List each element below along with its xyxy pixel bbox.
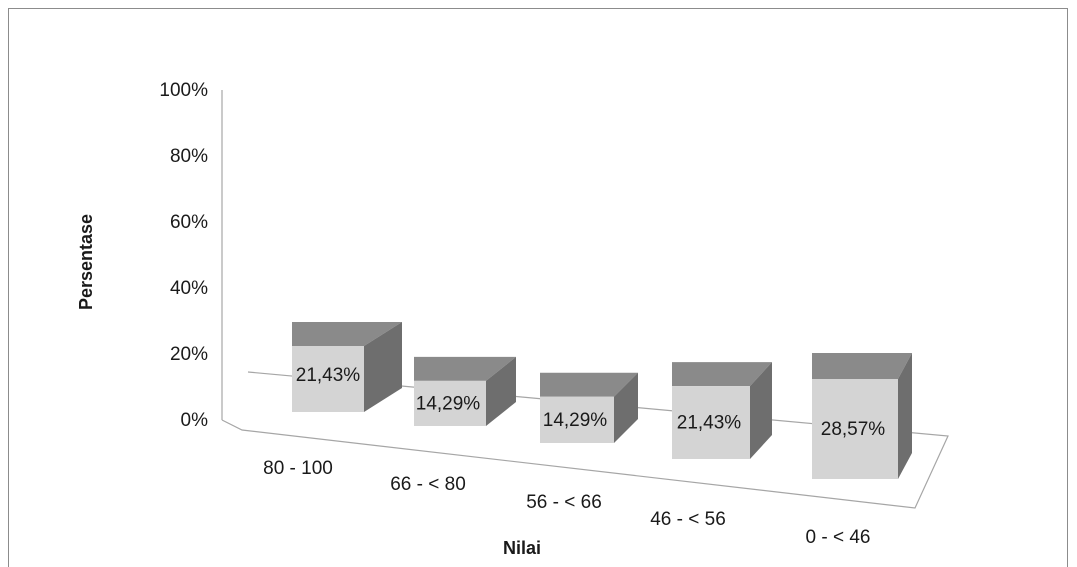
bar: 14,29% — [540, 372, 638, 443]
bar-top-face — [414, 356, 516, 381]
bar-side-face — [614, 372, 638, 443]
bar-data-label: 21,43% — [677, 413, 742, 434]
y-tick-labels: 0% 20% 40% 60% 80% 100% — [159, 80, 208, 431]
y-tick-label: 20% — [170, 344, 208, 365]
bar-data-label: 14,29% — [543, 410, 608, 431]
y-tick-label: 80% — [170, 146, 208, 167]
x-tick-labels: 80 - 100 66 - < 80 56 - < 66 46 - < 56 0 - <… — [263, 458, 870, 548]
bar-front-face — [414, 380, 486, 426]
y-tick-label: 100% — [159, 80, 208, 101]
chart-frame — [8, 8, 1068, 567]
bar-front-face — [292, 345, 364, 412]
bar-side-face — [750, 362, 772, 459]
x-tick-label: 0 - < 46 — [806, 527, 871, 548]
x-axis-title: Nilai — [503, 538, 541, 558]
bar-top-face — [812, 353, 912, 380]
bar: 21,43% — [672, 362, 772, 459]
bar-top-face — [672, 362, 772, 387]
bar-side-face — [486, 356, 516, 426]
y-tick-label: 40% — [170, 278, 208, 299]
bar: 21,43% — [292, 321, 402, 412]
bar-top-face — [292, 321, 402, 346]
bar: 28,57% — [812, 353, 912, 479]
x-tick-label: 46 - < 56 — [650, 509, 726, 530]
bar-top-face — [540, 372, 638, 397]
bar-data-label: 21,43% — [296, 365, 361, 386]
bar-front-face — [540, 396, 614, 443]
y-tick-label: 0% — [181, 410, 209, 431]
x-tick-label: 80 - 100 — [263, 458, 333, 479]
bar-front-face — [812, 379, 898, 479]
y-tick-label: 60% — [170, 212, 208, 233]
bar: 14,29% — [414, 356, 516, 426]
x-tick-label: 56 - < 66 — [526, 492, 602, 513]
bar-side-face — [898, 353, 912, 479]
y-axis-title: Persentase — [76, 214, 96, 310]
bar-data-label: 14,29% — [416, 393, 481, 414]
x-tick-label: 66 - < 80 — [390, 474, 466, 495]
bars: 21,43% 14,29% 14,29% 21,43% 28,57% — [292, 321, 912, 479]
bar-side-face — [364, 321, 402, 412]
bar-data-label: 28,57% — [821, 419, 886, 440]
bar-front-face — [672, 386, 750, 459]
